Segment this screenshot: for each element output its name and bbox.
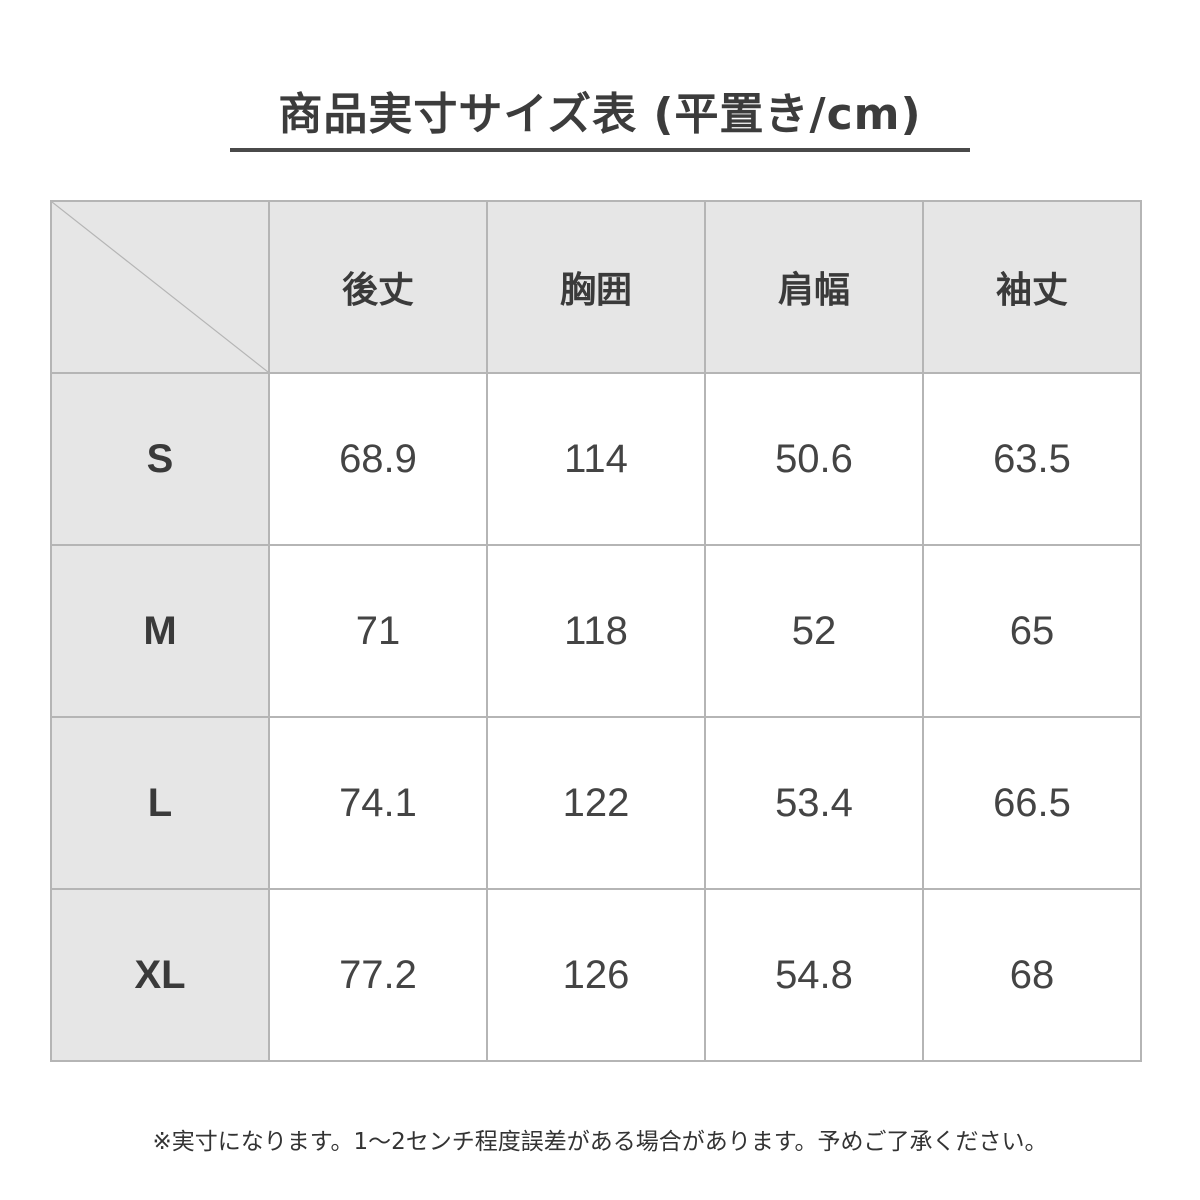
table-row: M 71 118 52 65 <box>50 544 1142 718</box>
row-header: M <box>50 544 270 718</box>
diagonal-line <box>52 202 268 372</box>
cell: 66.5 <box>922 716 1142 890</box>
title-underline <box>230 148 970 152</box>
cell: 68.9 <box>268 372 488 546</box>
size-table: 後丈 胸囲 肩幅 袖丈 S 68.9 114 50.6 63.5 M 71 11… <box>50 200 1142 1062</box>
page-title: 商品実寸サイズ表 (平置き/cm) <box>278 89 922 140</box>
row-header: XL <box>50 888 270 1062</box>
cell: 63.5 <box>922 372 1142 546</box>
corner-cell <box>50 200 270 374</box>
cell: 65 <box>922 544 1142 718</box>
column-header: 後丈 <box>268 200 488 374</box>
table-row: XL 77.2 126 54.8 68 <box>50 888 1142 1062</box>
cell: 68 <box>922 888 1142 1062</box>
cell: 122 <box>486 716 706 890</box>
column-header: 胸囲 <box>486 200 706 374</box>
cell: 50.6 <box>704 372 924 546</box>
row-header: L <box>50 716 270 890</box>
cell: 77.2 <box>268 888 488 1062</box>
table-row: S 68.9 114 50.6 63.5 <box>50 372 1142 546</box>
cell: 71 <box>268 544 488 718</box>
header-row: 後丈 胸囲 肩幅 袖丈 <box>50 200 1142 374</box>
cell: 74.1 <box>268 716 488 890</box>
cell: 53.4 <box>704 716 924 890</box>
cell: 54.8 <box>704 888 924 1062</box>
cell: 114 <box>486 372 706 546</box>
cell: 126 <box>486 888 706 1062</box>
row-header: S <box>50 372 270 546</box>
column-header: 肩幅 <box>704 200 924 374</box>
column-header: 袖丈 <box>922 200 1142 374</box>
table-row: L 74.1 122 53.4 66.5 <box>50 716 1142 890</box>
footnote: ※実寸になります。1〜2センチ程度誤差がある場合があります。予めご了承ください。 <box>152 1129 1048 1155</box>
cell: 52 <box>704 544 924 718</box>
cell: 118 <box>486 544 706 718</box>
